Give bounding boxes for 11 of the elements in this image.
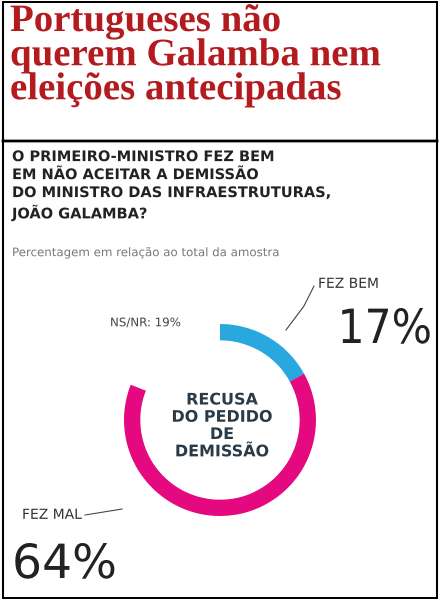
donut-slice	[220, 324, 304, 382]
text: Percentagem em relação ao total da amostra	[13, 247, 278, 259]
slice-label: FEZ MAL	[23, 508, 82, 519]
slice-label: NS/NR: 19%	[111, 317, 180, 328]
data-label: 17%	[342, 308, 430, 344]
text: RECUSA DO PEDIDO DE DEMISSÃO	[172, 392, 272, 457]
slice-label: FEZ BEM	[319, 278, 378, 288]
data-label: 64%	[15, 542, 114, 579]
donut-slice	[124, 374, 316, 516]
chart-subtitle: O PRIMEIRO-MINISTRO FEZ BEM EM NÃO ACEITAR A DEMISSÃO DO MINISTRO DAS INFRAESTRUTURAS, JOÃO GALAMBA?	[11, 150, 330, 222]
chart-title: Portugueses não querem Galamba nem eleições antecipadas	[10, 4, 380, 108]
